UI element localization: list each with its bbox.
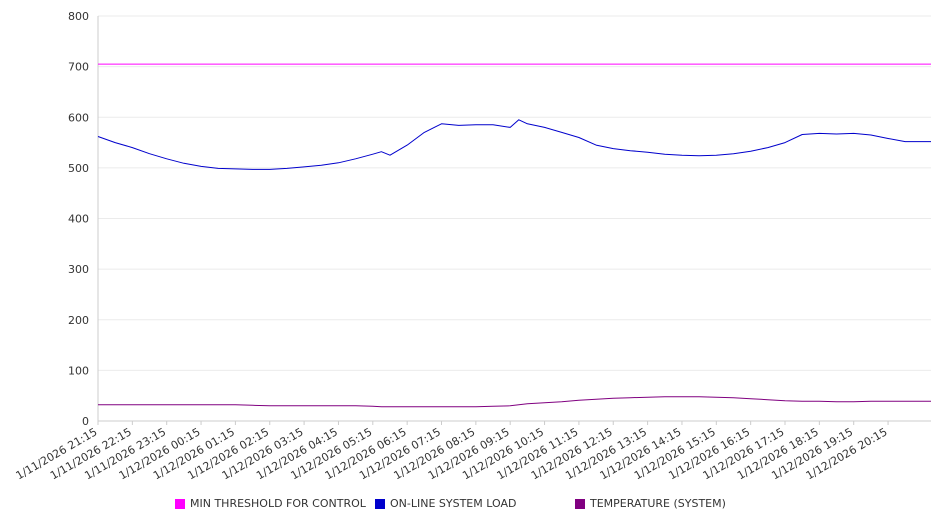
- legend-label-system-load: ON-LINE SYSTEM LOAD: [390, 497, 517, 510]
- y-tick-label-100: 100: [68, 364, 89, 377]
- legend-swatch-system-load: [375, 498, 385, 509]
- y-tick-label-400: 400: [68, 213, 89, 226]
- series-line-1: [97, 119, 931, 170]
- y-tick-label-200: 200: [68, 314, 89, 327]
- legend-swatch-min-threshold: [175, 498, 185, 509]
- x-axis-tick-labels: 1/11/2026 21:151/11/2026 22:151/11/2026 …: [14, 421, 890, 482]
- legend-item-system-load[interactable]: ON-LINE SYSTEM LOAD: [375, 497, 516, 510]
- y-tick-label-300: 300: [68, 263, 89, 276]
- legend-label-temperature: TEMPERATURE (SYSTEM): [590, 497, 726, 510]
- legend-swatch-temperature: [575, 498, 585, 509]
- legend-label-min-threshold: MIN THRESHOLD FOR CONTROL: [190, 497, 366, 510]
- y-tick-label-600: 600: [68, 111, 89, 124]
- legend-item-temperature[interactable]: TEMPERATURE (SYSTEM): [575, 497, 726, 510]
- y-tick-label-500: 500: [68, 162, 89, 175]
- legend: MIN THRESHOLD FOR CONTROL ON-LINE SYSTEM…: [0, 497, 946, 515]
- y-axis-tick-labels: 0 100 200 300 400 500 600 700 800: [68, 10, 89, 428]
- axes: [97, 16, 931, 422]
- y-tick-label-800: 800: [68, 10, 89, 23]
- legend-item-min-threshold[interactable]: MIN THRESHOLD FOR CONTROL: [175, 497, 366, 510]
- y-tick-label-700: 700: [68, 61, 89, 74]
- series-lines: [97, 63, 931, 408]
- gridlines: [98, 15, 931, 371]
- y-tick-label-0: 0: [82, 415, 89, 428]
- series-line-2: [98, 396, 931, 408]
